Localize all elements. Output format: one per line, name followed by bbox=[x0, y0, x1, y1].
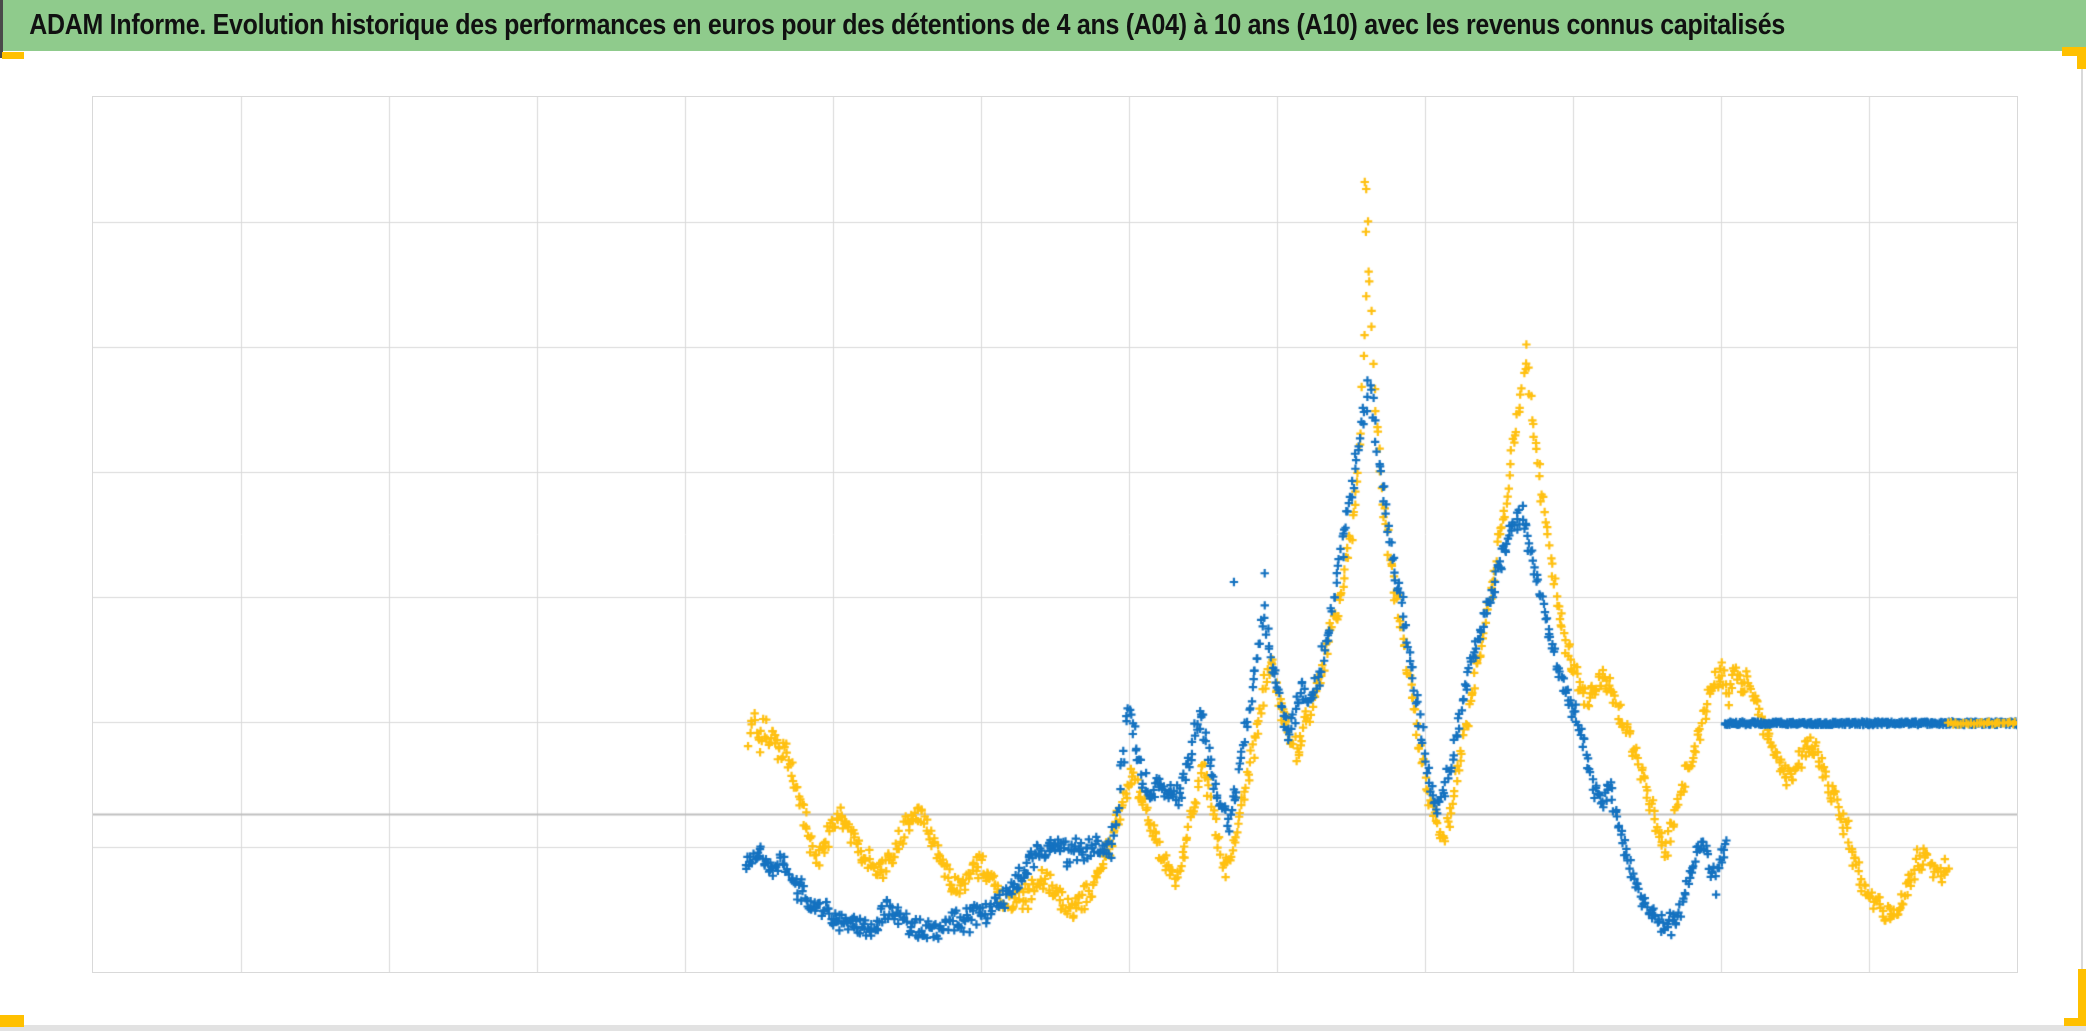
page-title: ADAM Informe. Evolution historique des p… bbox=[29, 9, 1786, 41]
bottom-strip bbox=[0, 1025, 2086, 1031]
scatter-chart-canvas[interactable] bbox=[93, 97, 2017, 972]
title-bar: ADAM Informe. Evolution historique des p… bbox=[0, 0, 2086, 51]
selection-corner-top-right[interactable] bbox=[2062, 47, 2086, 56]
selection-corner-bottom-left[interactable] bbox=[0, 1015, 24, 1027]
left-edge-line bbox=[0, 0, 3, 58]
selection-corner-bottom-right-nub[interactable] bbox=[2064, 1018, 2086, 1026]
chart-area-right-border bbox=[2081, 51, 2083, 1025]
selection-corner-bottom-right[interactable] bbox=[2078, 969, 2086, 1026]
selection-corner-top-right-nub[interactable] bbox=[2077, 47, 2086, 69]
selection-corner-top-left[interactable] bbox=[2, 52, 24, 59]
plot-area[interactable] bbox=[92, 96, 2018, 973]
